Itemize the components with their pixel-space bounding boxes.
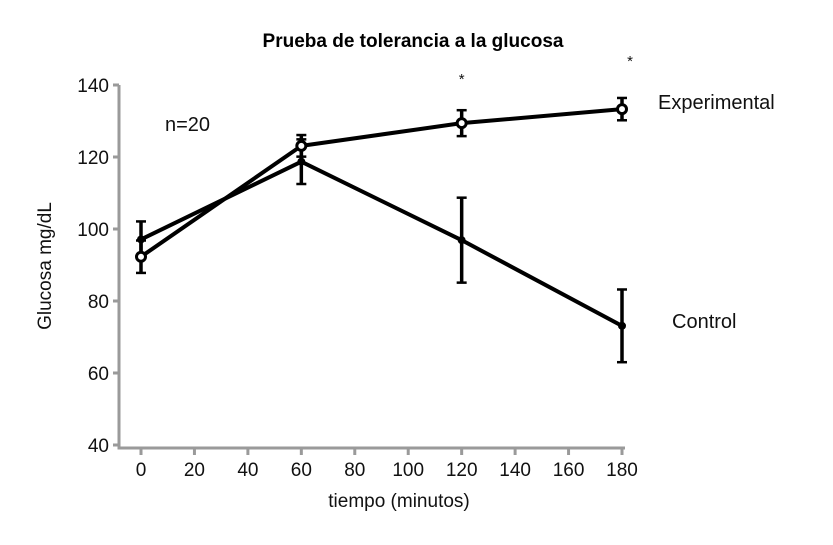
- y-tick-label: 120: [77, 148, 109, 169]
- y-tick-label: 140: [77, 76, 109, 97]
- x-tick-label: 60: [291, 460, 312, 481]
- x-tick-label: 160: [553, 460, 585, 481]
- x-tick-label: 80: [344, 460, 365, 481]
- x-tick-label: 40: [237, 460, 258, 481]
- ticks: 40 60 80 100 120 140 0 20 40 60 80 100 120 140 160 180: [77, 76, 638, 481]
- series-group: **: [135, 53, 633, 364]
- x-tick-label: 20: [184, 460, 205, 481]
- control-point: [297, 157, 306, 166]
- x-tick-label: 0: [136, 460, 147, 481]
- experimental-point: [455, 117, 468, 130]
- y-tick-label: 100: [77, 220, 109, 241]
- control-point: [618, 321, 626, 330]
- annotation-n: n=20: [165, 114, 210, 136]
- significance-asterisk: *: [627, 53, 633, 70]
- experimental-point: [616, 103, 628, 116]
- experimental-point: [135, 250, 147, 263]
- experimental-point: [295, 139, 308, 152]
- chart-title: Prueba de tolerancia a la glucosa: [263, 31, 564, 52]
- y-tick-label: 40: [88, 436, 109, 457]
- x-tick-label: 100: [392, 460, 424, 481]
- legend-control: Control: [672, 311, 736, 333]
- axes: [117, 85, 625, 450]
- y-tick-label: 80: [88, 292, 109, 313]
- control-point: [457, 236, 466, 245]
- legend-experimental: Experimental: [658, 92, 775, 114]
- y-tick-label: 60: [88, 364, 109, 385]
- control-line: [140, 159, 623, 328]
- y-axis-label: Glucosa mg/dL: [35, 202, 56, 330]
- experimental-line: [139, 107, 623, 259]
- x-tick-label: 180: [606, 460, 638, 481]
- x-axis-label: tiempo (minutos): [328, 491, 470, 512]
- significance-asterisk: *: [459, 71, 465, 88]
- x-tick-label: 120: [446, 460, 478, 481]
- x-tick-label: 140: [499, 460, 531, 481]
